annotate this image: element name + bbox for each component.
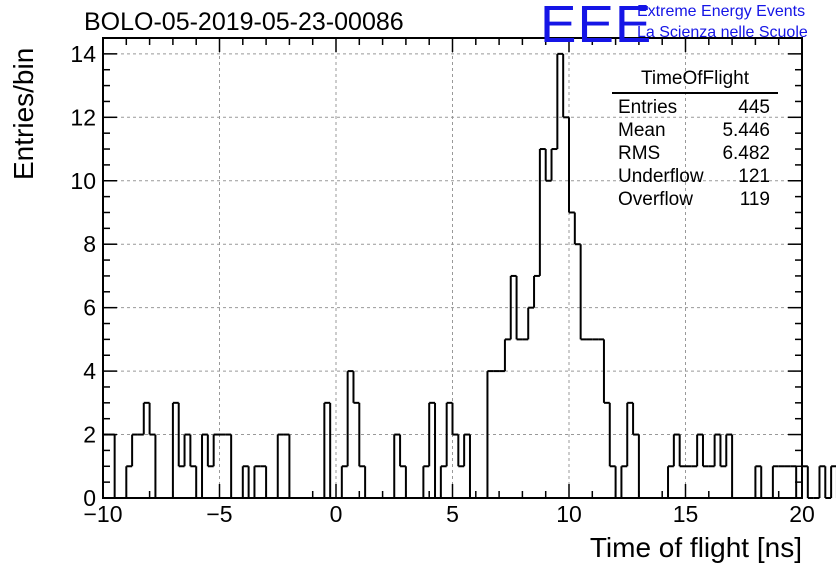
plot-title: BOLO-05-2019-05-23-00086 (84, 8, 404, 36)
x-tick-label: 0 (330, 501, 343, 527)
y-tick-label: 14 (70, 41, 96, 67)
y-tick-label: 10 (70, 168, 96, 194)
histogram-bin (125, 465, 133, 498)
y-tick-label: 4 (83, 358, 96, 384)
histogram-bin (632, 402, 639, 436)
stats-value: 6.482 (722, 143, 770, 164)
histogram-bin (573, 212, 581, 246)
histogram-bin (550, 148, 558, 181)
histogram-bin (399, 434, 406, 468)
histogram-bin (667, 465, 674, 498)
histogram-bin (527, 306, 535, 340)
histogram-bin (451, 402, 459, 436)
histogram-bin (503, 338, 511, 372)
histogram-bin (352, 371, 360, 404)
histogram-bin (579, 244, 587, 341)
histogram-bin (422, 465, 430, 498)
histogram-bin (562, 53, 569, 119)
histogram-bin (731, 434, 738, 499)
histogram-bin (806, 466, 814, 499)
y-tick-label: 2 (83, 422, 96, 448)
histogram-bin (189, 434, 197, 468)
axis-ticks (102, 37, 803, 499)
y-tick-label: 8 (83, 231, 96, 257)
logo-line-2: La Scienza nelle Scuole (637, 24, 808, 41)
stats-label: Mean (618, 120, 666, 141)
histogram-bin (340, 465, 348, 498)
stats-title: TimeOfFlight (612, 68, 778, 94)
histogram-bin (154, 434, 162, 499)
histogram-bin (439, 465, 447, 498)
histogram-bin (568, 117, 575, 214)
x-tick-label: 15 (673, 501, 699, 527)
histogram-bin (701, 434, 709, 468)
stats-row: Mean 5.446 (612, 119, 778, 142)
histogram-bin (620, 465, 628, 498)
stats-value: 445 (738, 97, 770, 118)
stats-value: 119 (739, 189, 770, 210)
histogram-bin (253, 465, 261, 498)
histogram-bin (678, 434, 686, 468)
histogram-bin (468, 434, 476, 499)
histogram-bin (230, 434, 237, 499)
x-axis-label: Time of flight [ns] (589, 532, 802, 563)
histogram-bin (288, 434, 296, 499)
stats-row: RMS 6.482 (612, 142, 778, 165)
histogram-bin (265, 466, 272, 499)
stats-label: Underflow (618, 166, 704, 187)
stats-value: 121 (738, 166, 770, 187)
histogram-bin (364, 466, 371, 499)
stats-row: Overflow 119 (612, 188, 778, 211)
x-tick-label: 5 (446, 501, 459, 527)
histogram-bin (404, 466, 412, 499)
y-tick-label: 0 (83, 485, 96, 511)
stats-label: Overflow (618, 189, 693, 210)
stats-label: Entries (618, 97, 678, 118)
x-tick-label: −5 (206, 501, 232, 527)
eee-logo-mark: EEE (540, 0, 653, 54)
histogram-bin (113, 434, 121, 499)
stats-box: TimeOfFlight Entries 445 Mean 5.446 RMS … (612, 68, 778, 211)
x-tick-label: 20 (789, 501, 815, 527)
stats-label: RMS (618, 143, 661, 164)
stats-row: Underflow 121 (612, 165, 778, 188)
x-tick-label: −10 (83, 501, 122, 527)
histogram-bin (329, 402, 336, 499)
histogram-bin (131, 433, 138, 467)
logo-line-1: Extreme Energy Events (637, 3, 806, 20)
histogram-bin (212, 433, 220, 467)
stats-value: 5.446 (722, 120, 770, 141)
histogram-bin (771, 465, 779, 498)
stats-row: Entries 445 (612, 96, 778, 119)
histogram-bin (760, 466, 768, 499)
x-tick-label: 10 (556, 501, 582, 527)
y-axis-label: Entries/bin (8, 47, 39, 180)
histogram-bins (102, 52, 836, 499)
y-tick-label: 12 (70, 104, 96, 130)
histogram-bin (148, 402, 156, 436)
histogram-bin (276, 433, 284, 498)
histogram-bin (637, 434, 645, 499)
histogram-bin (533, 274, 540, 308)
histogram-bin (486, 370, 494, 498)
y-tick-label: 6 (83, 295, 96, 321)
axis-tick-labels: −10 −5 0 5 10 15 20 0 2 4 6 8 10 12 14 (70, 41, 814, 527)
histogram-bin (515, 275, 523, 341)
histogram-bin (830, 465, 836, 498)
